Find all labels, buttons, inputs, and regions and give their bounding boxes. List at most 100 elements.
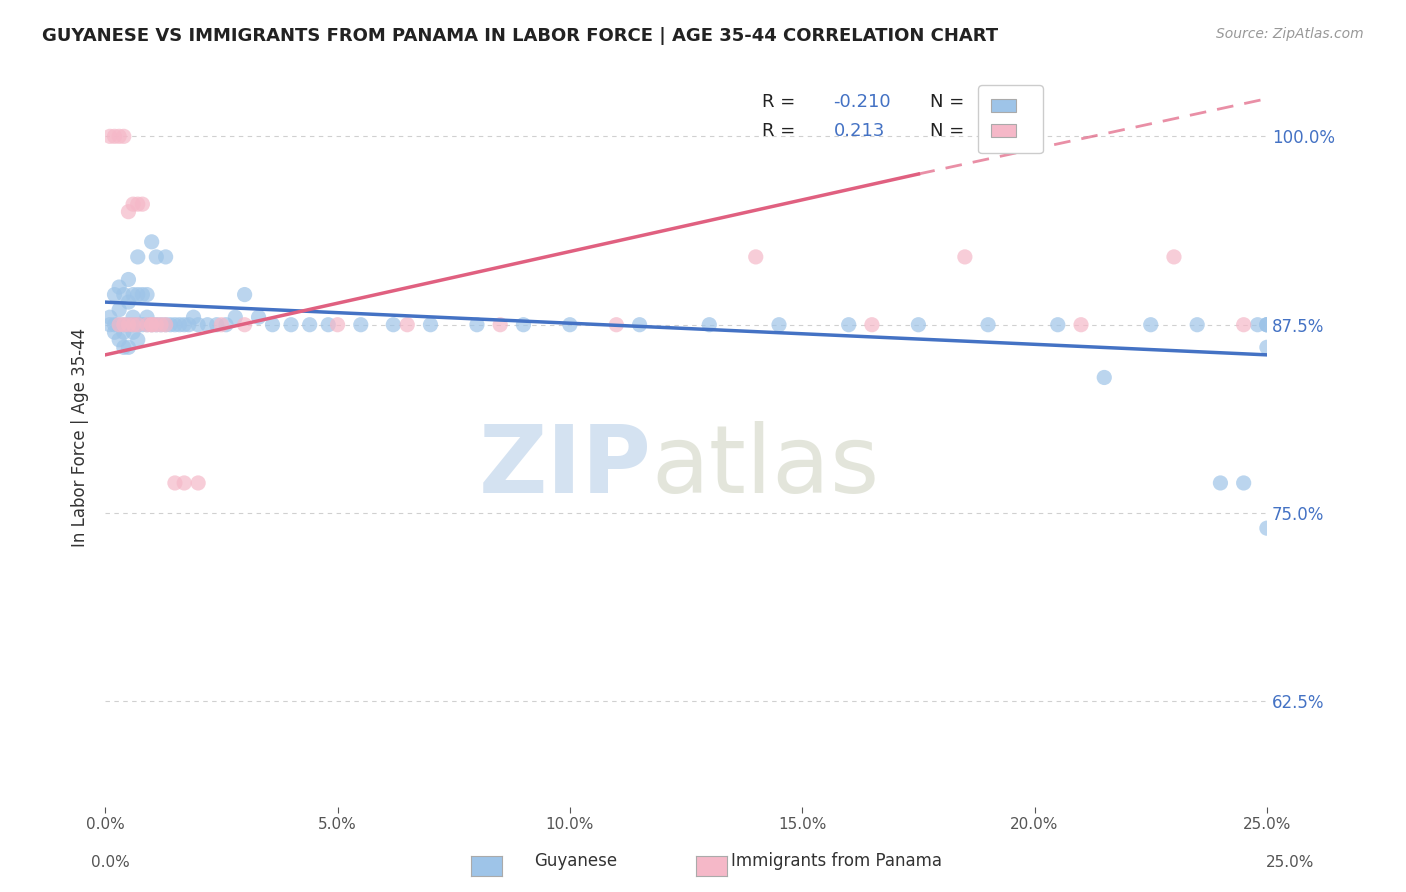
Point [215, 318, 238, 332]
Point [233, 287, 256, 301]
Text: N =: N = [929, 93, 970, 111]
Text: 25.0%: 25.0% [1267, 855, 1315, 870]
Point [141, 318, 163, 332]
Point [149, 318, 172, 332]
Point [1046, 318, 1069, 332]
Point [131, 287, 153, 301]
Point [745, 250, 768, 264]
Point [136, 318, 159, 332]
Point [977, 318, 1000, 332]
Point [465, 318, 488, 332]
Point [131, 318, 153, 332]
Point [112, 287, 135, 301]
Point [127, 333, 149, 347]
Point [122, 197, 145, 211]
Point [224, 310, 246, 325]
Point [108, 280, 131, 294]
Text: ZIP: ZIP [478, 421, 651, 513]
Point [98, 318, 121, 332]
Text: Immigrants from Panama: Immigrants from Panama [731, 852, 942, 870]
Point [697, 318, 720, 332]
Text: 78: 78 [977, 93, 1000, 111]
Y-axis label: In Labor Force | Age 35-44: In Labor Force | Age 35-44 [72, 328, 89, 548]
Point [169, 318, 191, 332]
Point [1185, 318, 1208, 332]
Point [127, 318, 149, 332]
Point [558, 318, 581, 332]
Point [112, 318, 135, 332]
Point [98, 310, 121, 325]
Point [117, 318, 139, 332]
Point [605, 318, 627, 332]
Point [1163, 250, 1185, 264]
Point [112, 318, 135, 332]
Point [187, 475, 209, 490]
Point [141, 318, 163, 332]
Text: 34: 34 [977, 122, 1000, 140]
Text: 0.213: 0.213 [834, 122, 884, 140]
Text: N =: N = [929, 122, 970, 140]
Text: -0.210: -0.210 [834, 93, 891, 111]
Point [1070, 318, 1092, 332]
Point [136, 310, 159, 325]
Point [108, 129, 131, 144]
Point [122, 287, 145, 301]
Point [419, 318, 441, 332]
Point [183, 310, 205, 325]
Point [141, 318, 163, 332]
Point [145, 318, 167, 332]
Point [197, 318, 219, 332]
Point [155, 250, 177, 264]
Point [233, 318, 256, 332]
Point [1233, 475, 1256, 490]
Point [155, 318, 177, 332]
Point [907, 318, 929, 332]
Point [122, 310, 145, 325]
Text: atlas: atlas [651, 421, 880, 513]
Point [953, 250, 976, 264]
Point [1092, 370, 1115, 384]
Point [512, 318, 534, 332]
Point [1209, 475, 1232, 490]
Point [112, 129, 135, 144]
Text: GUYANESE VS IMMIGRANTS FROM PANAMA IN LABOR FORCE | AGE 35-44 CORRELATION CHART: GUYANESE VS IMMIGRANTS FROM PANAMA IN LA… [42, 27, 998, 45]
Point [141, 235, 163, 249]
Point [316, 318, 339, 332]
Point [163, 318, 186, 332]
Point [350, 318, 373, 332]
Point [396, 318, 419, 332]
Text: R =: R = [762, 122, 806, 140]
Point [159, 318, 181, 332]
Point [122, 318, 145, 332]
Point [155, 318, 177, 332]
Point [187, 318, 209, 332]
Point [205, 318, 228, 332]
Point [860, 318, 883, 332]
Point [127, 318, 149, 332]
Text: Source: ZipAtlas.com: Source: ZipAtlas.com [1216, 27, 1364, 41]
Point [1139, 318, 1161, 332]
Point [103, 287, 125, 301]
Point [382, 318, 405, 332]
Point [127, 197, 149, 211]
Text: R =: R = [762, 93, 800, 111]
Point [117, 272, 139, 286]
Point [117, 295, 139, 310]
Point [127, 287, 149, 301]
Point [326, 318, 349, 332]
Point [108, 302, 131, 317]
Legend: , : , [979, 85, 1043, 153]
Text: Guyanese: Guyanese [534, 852, 617, 870]
Point [209, 318, 232, 332]
Text: 0.0%: 0.0% [91, 855, 131, 870]
Point [145, 318, 167, 332]
Point [173, 475, 195, 490]
Point [98, 129, 121, 144]
Point [298, 318, 321, 332]
Point [112, 325, 135, 339]
Point [1246, 318, 1268, 332]
Point [108, 318, 131, 332]
Point [108, 318, 131, 332]
Point [145, 250, 167, 264]
Point [136, 287, 159, 301]
